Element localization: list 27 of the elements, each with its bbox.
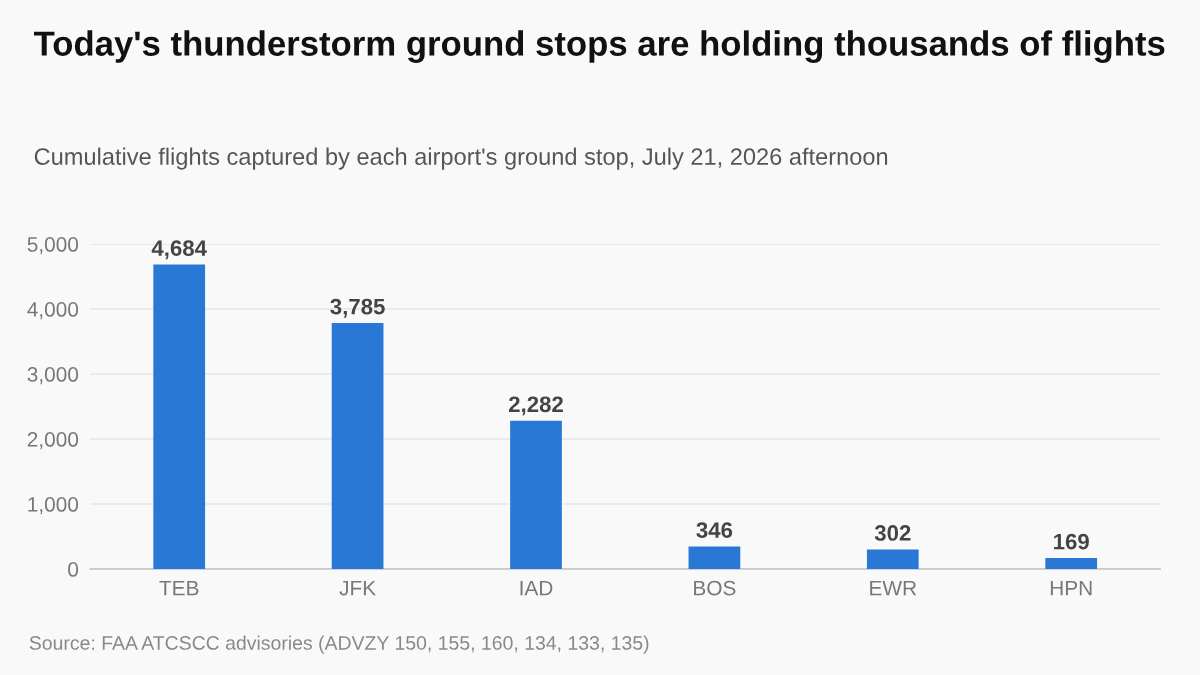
data-label: 346 [696,522,733,539]
y-tick-label: 5,000 [27,237,79,255]
y-tick-label: 2,000 [27,432,79,450]
bar [510,420,562,570]
y-tick-label: 3,000 [27,367,79,385]
data-label: 169 [1054,533,1089,550]
chart-title: Today's thunderstorm ground stops are holding thousands of flights [33,30,1165,63]
source-note: Source: FAA ATCSCC advisories (ADVZY 150, 155, 160, 134, 133, 135) [29,635,649,654]
bar [866,549,919,570]
chart-subtitle: Cumulative flights captured by each airport's ground stop, July 21, 2026 afternoon [34,147,888,170]
bar [1045,558,1098,570]
data-label: 2,282 [508,396,563,416]
bar [331,322,384,570]
x-tick-label: HPN [1050,580,1092,596]
x-tick-label: TEB [159,580,199,596]
data-label: 302 [874,525,911,541]
data-label: 4,684 [151,240,207,260]
x-tick-label: BOS [694,580,736,596]
bar [688,546,741,570]
data-label: 3,785 [330,298,385,318]
y-tick-label: 4,000 [27,302,79,320]
y-tick-label: 1,000 [28,497,79,515]
x-tick-label: JFK [339,580,376,596]
x-tick-label: IAD [520,580,553,596]
y-tick-label: 0 [68,562,79,577]
bar [153,264,206,570]
x-tick-label: EWR [870,580,917,596]
